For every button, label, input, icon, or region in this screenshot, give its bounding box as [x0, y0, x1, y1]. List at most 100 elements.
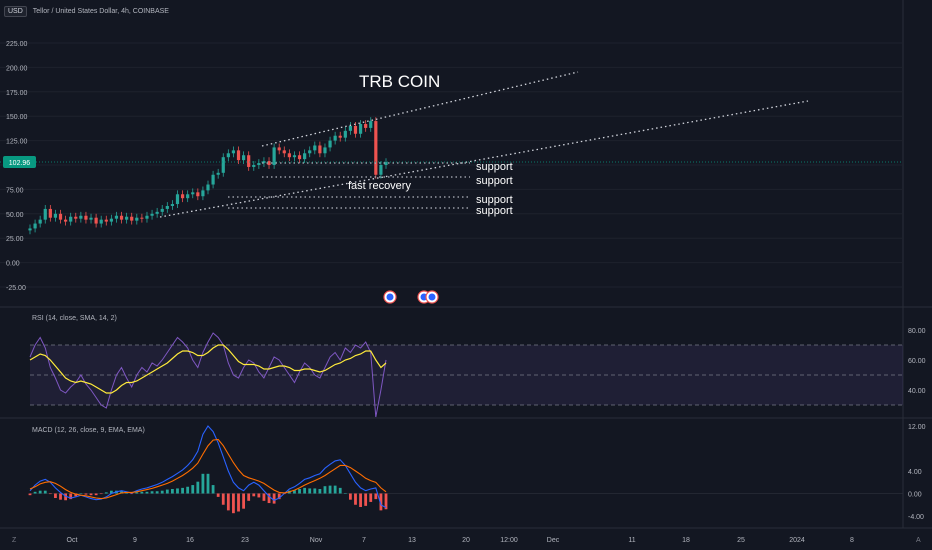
time-tick-label[interactable]: 25: [737, 537, 745, 544]
macd-tick-label[interactable]: 0.00: [908, 492, 922, 499]
time-tick-label[interactable]: Dec: [547, 537, 560, 544]
macd-histogram-bar: [226, 493, 230, 511]
candle-body: [58, 213, 63, 220]
macd-histogram-bar: [252, 493, 256, 497]
rsi-tick-label[interactable]: 60.00: [908, 358, 926, 365]
macd-panel[interactable]: MACD (12, 26, close, 9, EMA, EMA): [28, 425, 903, 514]
time-tick-label[interactable]: 8: [850, 537, 854, 544]
z-icon[interactable]: Z: [12, 537, 17, 544]
candle-body: [257, 163, 261, 165]
macd-histogram-bar: [338, 487, 342, 494]
support-label-4[interactable]: support: [476, 205, 513, 217]
us-flag-icon[interactable]: [425, 290, 439, 304]
upper-trend-line[interactable]: [261, 71, 579, 147]
macd-histogram-bar: [242, 493, 245, 509]
candle-body: [53, 213, 58, 218]
price-tick-label[interactable]: 150.00: [6, 114, 28, 121]
time-tick-label[interactable]: Oct: [67, 537, 78, 544]
macd-axis[interactable]: 12.00 4.00 0.00 -4.00: [908, 424, 926, 521]
price-tick-label[interactable]: 75.00: [6, 187, 24, 194]
candle-body: [292, 155, 297, 158]
current-price-tag: 102.96: [3, 156, 36, 168]
macd-histogram-bar: [43, 490, 47, 494]
chart-title-annotation[interactable]: TRB COIN: [359, 72, 440, 91]
fast-recovery-annotation[interactable]: fast recovery: [348, 180, 411, 192]
macd-legend-label[interactable]: MACD (12, 26, close, 9, EMA, EMA): [32, 427, 145, 434]
chart-header: USD Tellor / United States Dollar, 4h, C…: [4, 4, 169, 18]
macd-histogram-bar: [277, 493, 281, 500]
price-tick-label[interactable]: 50.00: [6, 212, 24, 219]
candle-body: [150, 213, 154, 216]
candle-body: [287, 153, 291, 158]
macd-histogram-bar: [333, 485, 337, 494]
price-tick-label[interactable]: 0.00: [6, 261, 20, 268]
macd-histogram-bar: [130, 493, 134, 495]
time-tick-label[interactable]: 2024: [789, 537, 805, 544]
macd-histogram-bar: [318, 489, 322, 494]
price-tick-label[interactable]: 25.00: [6, 236, 24, 243]
time-tick-label[interactable]: 12:00: [500, 537, 518, 544]
time-axis[interactable]: Oct 9 16 23 Nov 7 13 20 12:00 Dec 11 18 25 2024 8: [67, 537, 854, 544]
candle-body: [64, 219, 68, 222]
lower-trend-line[interactable]: [159, 100, 809, 218]
time-tick-label[interactable]: 7: [362, 537, 366, 544]
macd-tick-label[interactable]: 12.00: [908, 424, 926, 431]
candle-body: [48, 208, 52, 218]
macd-histogram-bar: [374, 493, 378, 500]
auto-scale-icon[interactable]: A: [916, 537, 921, 544]
macd-histogram-bar: [303, 487, 307, 494]
time-tick-label[interactable]: 20: [462, 537, 470, 544]
candle-body: [369, 121, 373, 128]
candle-body: [338, 135, 342, 138]
economic-event-markers[interactable]: [383, 290, 439, 304]
price-tick-label[interactable]: 225.00: [6, 41, 28, 48]
time-tick-label[interactable]: 23: [241, 537, 249, 544]
candle-body: [170, 204, 174, 206]
macd-histogram-bar: [59, 493, 62, 500]
macd-histogram-bar: [181, 487, 184, 494]
price-tick-label[interactable]: 175.00: [6, 90, 28, 97]
candle-body: [277, 147, 281, 151]
macd-histogram-bar: [237, 493, 240, 512]
candle-body: [89, 217, 93, 220]
time-tick-label[interactable]: 18: [682, 537, 690, 544]
candle-body: [353, 125, 358, 134]
rsi-panel[interactable]: RSI (14, close, SMA, 14, 2): [29, 315, 903, 418]
time-tick-label[interactable]: 9: [133, 537, 137, 544]
macd-histogram-bar: [221, 493, 225, 505]
candle-body: [216, 172, 220, 175]
candle-body: [236, 150, 241, 161]
support-label-3[interactable]: support: [476, 194, 513, 206]
time-tick-label[interactable]: 11: [628, 537, 635, 544]
macd-histogram-bar: [257, 493, 261, 498]
rsi-legend-label[interactable]: RSI (14, close, SMA, 14, 2): [32, 315, 117, 322]
price-tick-label[interactable]: 200.00: [6, 65, 28, 72]
support-label-2[interactable]: support: [476, 175, 513, 187]
rsi-axis[interactable]: 80.00 60.00 40.00: [908, 328, 926, 395]
macd-histogram-bar: [176, 488, 179, 494]
rsi-tick-label[interactable]: 40.00: [908, 388, 926, 395]
us-flag-icon[interactable]: [383, 290, 397, 304]
macd-histogram-bar: [74, 493, 78, 497]
time-tick-label[interactable]: 13: [408, 537, 416, 544]
macd-histogram-bar: [155, 491, 159, 494]
rsi-tick-label[interactable]: 80.00: [908, 328, 926, 335]
macd-histogram-bar: [104, 492, 108, 494]
macd-tick-label[interactable]: 4.00: [908, 469, 922, 476]
macd-histogram-bar: [28, 493, 32, 496]
time-tick-label[interactable]: Nov: [310, 537, 323, 544]
grid: [0, 42, 903, 288]
time-tick-label[interactable]: 16: [186, 537, 194, 544]
candle-body: [226, 153, 230, 158]
support-label-1[interactable]: support: [476, 161, 513, 173]
currency-button[interactable]: USD: [4, 5, 27, 17]
rsi-signal-line: [29, 344, 387, 394]
macd-signal-line: [29, 438, 387, 500]
candle-body: [313, 145, 317, 151]
price-tick-label[interactable]: -25.00: [6, 285, 26, 292]
macd-tick-label[interactable]: -4.00: [908, 514, 924, 521]
candle-body: [267, 161, 271, 165]
candle-body: [328, 140, 332, 148]
price-tick-label[interactable]: 125.00: [6, 139, 28, 146]
